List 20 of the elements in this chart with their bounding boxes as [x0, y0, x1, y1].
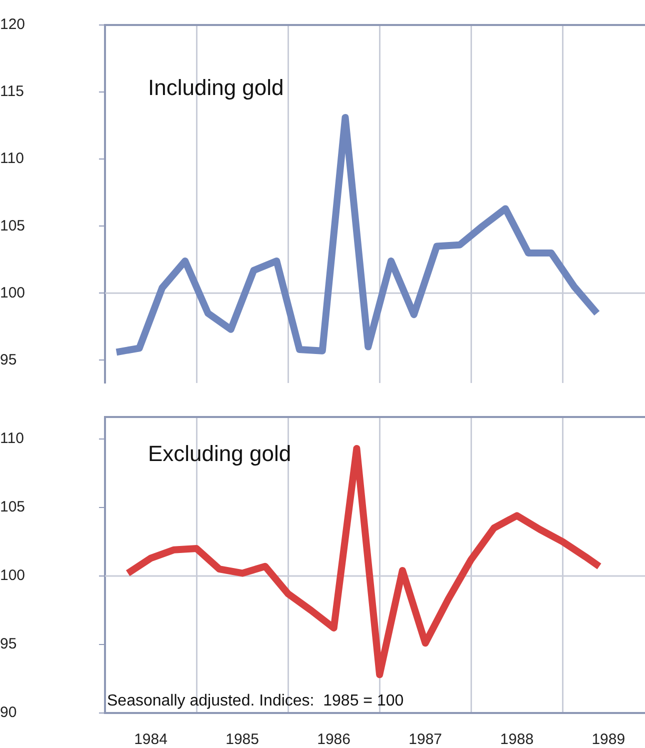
- y-tick-label: 95: [0, 636, 17, 653]
- y-tick-label: 105: [0, 498, 26, 516]
- y-tick-label: 105: [0, 217, 26, 234]
- y-tick-label: 115: [0, 83, 24, 100]
- text: Excluding gold: [148, 441, 292, 466]
- x-tick-label: 1987: [408, 731, 442, 748]
- y-tick-label: 110: [0, 150, 24, 168]
- text: Including gold: [148, 75, 284, 100]
- y-tick-label: 120: [0, 16, 26, 34]
- x-tick-label: 1988: [500, 731, 534, 748]
- x-tick-label: 1985: [226, 731, 259, 748]
- y-tick-label: 90: [0, 704, 17, 722]
- x-tick-label: 1984: [134, 731, 168, 748]
- y-tick-label: 95: [0, 351, 17, 368]
- annotation: Seasonally adjusted. Indices: 1985 = 100: [107, 692, 404, 710]
- x-tick-label: 1986: [317, 731, 350, 748]
- y-tick-label: 100: [0, 284, 26, 302]
- y-tick-label: 110: [0, 430, 24, 448]
- y-tick-label: 100: [0, 567, 26, 584]
- x-tick-label: 1989: [592, 731, 626, 748]
